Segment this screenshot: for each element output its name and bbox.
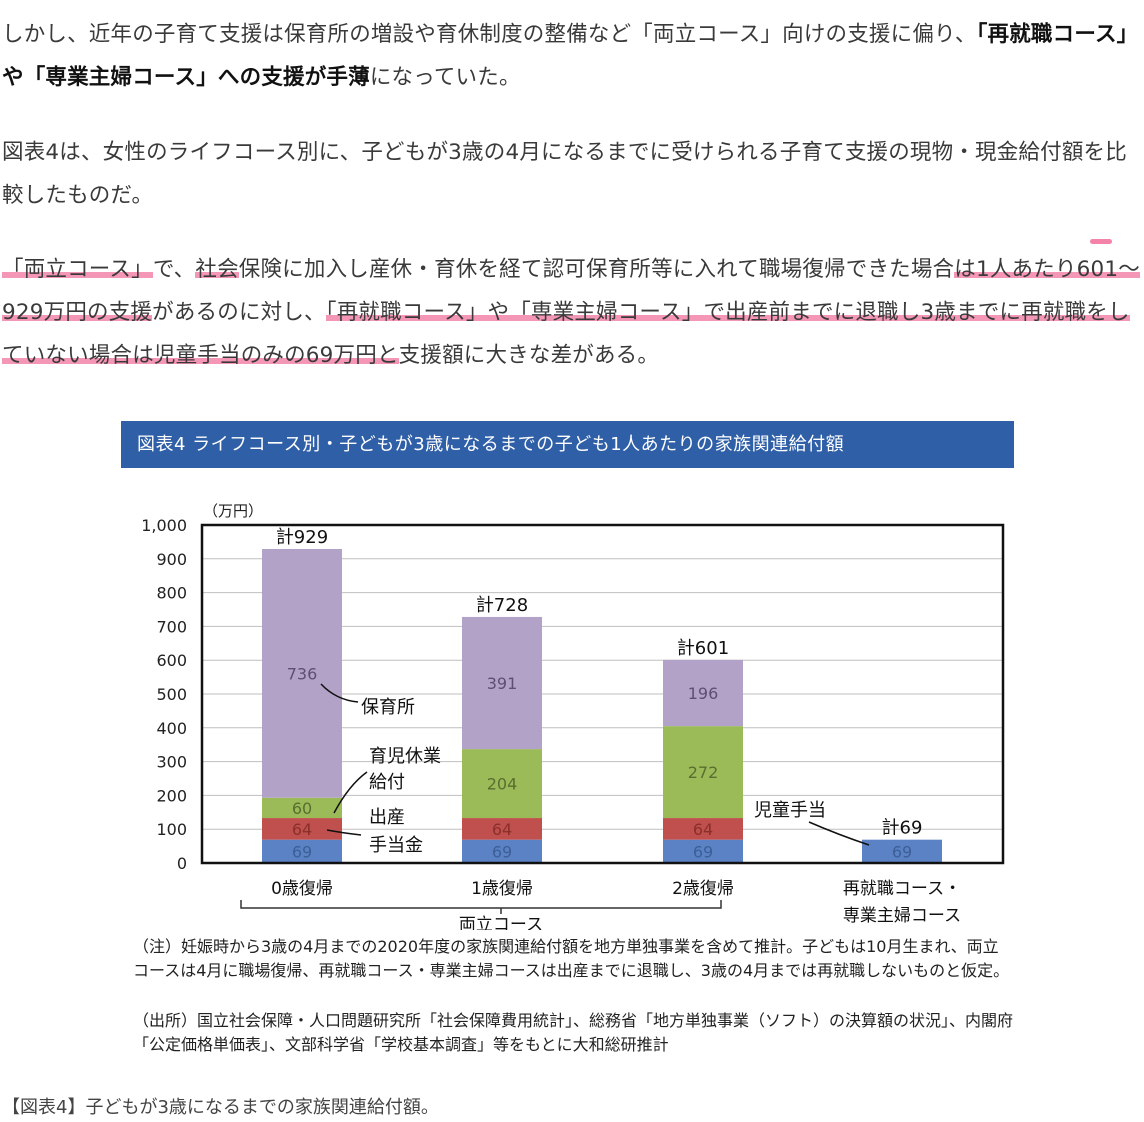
bar-segment: [663, 839, 743, 863]
data-label: 64: [492, 820, 512, 839]
y-tick-label: 100: [156, 820, 187, 839]
y-tick-label: 800: [156, 584, 187, 603]
chart-note: （注）妊娠時から3歳の4月までの2020年度の家族関連給付額を地方単独事業を含め…: [133, 937, 1010, 980]
total-label: 計69: [882, 818, 923, 839]
y-unit-label: （万円）: [203, 502, 263, 520]
data-label: 64: [292, 820, 312, 839]
total-label: 計601: [677, 638, 729, 659]
bar-segment: [262, 818, 342, 840]
x-tick-label: 0歳復帰: [271, 879, 333, 899]
y-tick-label: 0: [177, 854, 187, 873]
bar-segment: [262, 548, 342, 798]
highlighted-text: 「両立コース」: [2, 257, 153, 282]
bar-segment: [462, 616, 542, 750]
highlighted-text: 社会: [195, 257, 239, 282]
annotation-label: 保育所: [361, 697, 415, 718]
data-label: 204: [487, 775, 518, 794]
bar-segment: [462, 839, 542, 863]
y-tick-label: 300: [156, 753, 187, 772]
text-segment: 保険に加入し産休・育休を経て認可保育所等に入れて職場復帰できた場合: [238, 257, 955, 282]
text-segment: しかし、近年の子育て支援は保育所の増設や育休制度の整備など「両立コース」向けの支…: [2, 22, 977, 47]
bar-segment: [462, 818, 542, 840]
annotation-label: 給付: [369, 772, 405, 793]
group-label: 両立コース: [459, 915, 543, 930]
y-tick-label: 500: [156, 685, 187, 704]
leader-line: [808, 821, 870, 846]
group-bracket: [240, 900, 722, 909]
data-label: 69: [292, 842, 312, 861]
data-label: 391: [487, 674, 518, 693]
text-segment: になっていた。: [369, 65, 521, 90]
bar-segment: [462, 749, 542, 819]
article-paragraph-1: しかし、近年の子育て支援は保育所の増設や育休制度の整備など「両立コース」向けの支…: [2, 13, 1142, 99]
annotation-label: 児童手当: [754, 800, 826, 821]
total-label: 計929: [276, 527, 328, 548]
bar-segment: [663, 726, 743, 819]
leader-line: [326, 829, 362, 836]
data-label: 60: [292, 799, 312, 818]
bar-segment: [663, 818, 743, 840]
data-label: 64: [693, 820, 713, 839]
article-paragraph-2: 図表4は、女性のライフコース別に、子どもが3歳の4月になるまでに受けられる子育て…: [2, 140, 1127, 208]
plot-border: [200, 523, 1005, 865]
stacked-bar-chart: 0 100 200 300 400 500 600 700 800 900 1,000 （万円） 69 6…: [141, 502, 1005, 930]
annotation-label: 出産: [369, 807, 405, 828]
y-tick-label: 1,000: [141, 516, 187, 535]
bar-segment: [862, 839, 942, 863]
text-segment: で、: [152, 257, 196, 282]
annotation-label: 育児休業: [369, 746, 441, 767]
data-label: 272: [688, 763, 719, 782]
x-tick-label: 2歳復帰: [672, 879, 734, 899]
y-tick-label: 600: [156, 651, 187, 670]
y-tick-label: 700: [156, 617, 187, 636]
bar-segment: [262, 839, 342, 863]
total-label: 計728: [476, 595, 528, 616]
bar-segment: [663, 659, 743, 727]
article-paragraph-3: 「両立コース」で、社会保険に加入し産休・育休を経て認可保育所等に入れて職場復帰で…: [2, 248, 1142, 377]
x-tick-label: 専業主婦コース: [843, 906, 961, 926]
chart-title-banner: 図表4 ライフコース別・子どもが3歳になるまでの子ども1人あたりの家族関連給付額: [121, 421, 1014, 468]
data-label: 69: [693, 842, 713, 861]
y-tick-label: 900: [156, 550, 187, 569]
annotation-label: 手当金: [369, 835, 423, 856]
highlight-mark: [1090, 239, 1112, 244]
x-tick-label: 1歳復帰: [471, 879, 533, 899]
bar-segment: [262, 797, 342, 819]
text-segment: 支援額に大きな差がある。: [398, 343, 660, 368]
data-label: 69: [892, 842, 912, 861]
leader-line: [333, 771, 368, 814]
y-tick-label: 200: [156, 786, 187, 805]
chart-source: （出所）国立社会保障・人口問題研究所「社会保障費用統計」、総務省「地方単独事業（…: [133, 1011, 1014, 1054]
data-label: 196: [688, 684, 719, 703]
x-tick-label: 再就職コース・: [843, 879, 961, 899]
leader-line: [320, 683, 359, 703]
figure-caption: 【図表4】子どもが3歳になるまでの家族関連給付額。: [2, 1097, 439, 1118]
y-tick-label: 400: [156, 719, 187, 738]
text-segment: があるのに対し、: [152, 300, 326, 325]
bold-text: 「再就職コース」や「専業主婦コース」への支援が手薄: [2, 22, 1139, 90]
data-label: 736: [287, 664, 318, 683]
data-label: 69: [492, 842, 512, 861]
